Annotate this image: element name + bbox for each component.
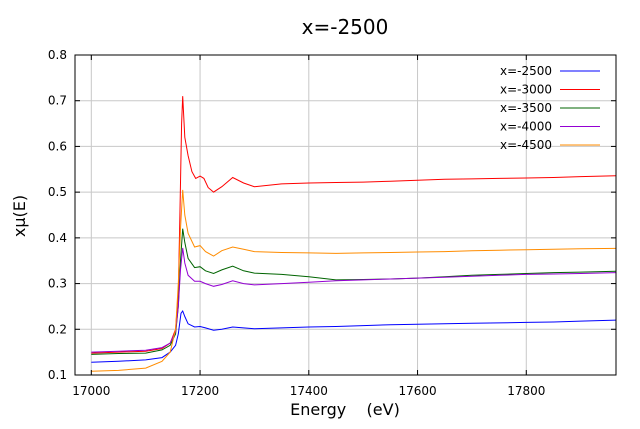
x-axis-label: Energy (eV) bbox=[290, 400, 400, 419]
series-line-3 bbox=[91, 228, 617, 355]
plot-frame bbox=[74, 54, 617, 376]
y-tick-label: 0.7 bbox=[48, 94, 67, 108]
y-axis-label: xμ(E) bbox=[10, 195, 29, 237]
y-tick-label: 0.1 bbox=[48, 368, 67, 382]
plot-area bbox=[91, 96, 617, 372]
legend: x=-2500 x=-3000 x=-3500 x=-4000 x=-4500 bbox=[500, 64, 600, 152]
y-tick-label: 0.4 bbox=[48, 231, 67, 245]
x-tick-label: 17000 bbox=[72, 384, 110, 398]
series-line-2 bbox=[91, 96, 617, 354]
legend-label: x=-3500 bbox=[500, 101, 552, 115]
x-tick-label: 17600 bbox=[398, 384, 436, 398]
axis-ticks: 17000 17200 17400 17600 17800 0.1 0.2 0.3 0.4 0.5… bbox=[48, 48, 616, 398]
series-line-1 bbox=[91, 309, 617, 363]
series-line-5 bbox=[91, 189, 617, 372]
legend-label: x=-3000 bbox=[500, 83, 552, 97]
legend-label: x=-2500 bbox=[500, 64, 552, 78]
y-tick-label: 0.6 bbox=[48, 139, 67, 153]
y-tick-label: 0.2 bbox=[48, 322, 67, 336]
chart-title: x=-2500 bbox=[302, 15, 389, 39]
y-tick-label: 0.3 bbox=[48, 277, 67, 291]
legend-label: x=-4500 bbox=[500, 138, 552, 152]
legend-label: x=-4000 bbox=[500, 120, 552, 134]
x-tick-label: 17400 bbox=[290, 384, 328, 398]
y-tick-label: 0.5 bbox=[48, 185, 67, 199]
x-tick-label: 17200 bbox=[181, 384, 219, 398]
x-tick-label: 17800 bbox=[507, 384, 545, 398]
y-tick-label: 0.8 bbox=[48, 48, 67, 62]
series-line-4 bbox=[91, 247, 617, 353]
